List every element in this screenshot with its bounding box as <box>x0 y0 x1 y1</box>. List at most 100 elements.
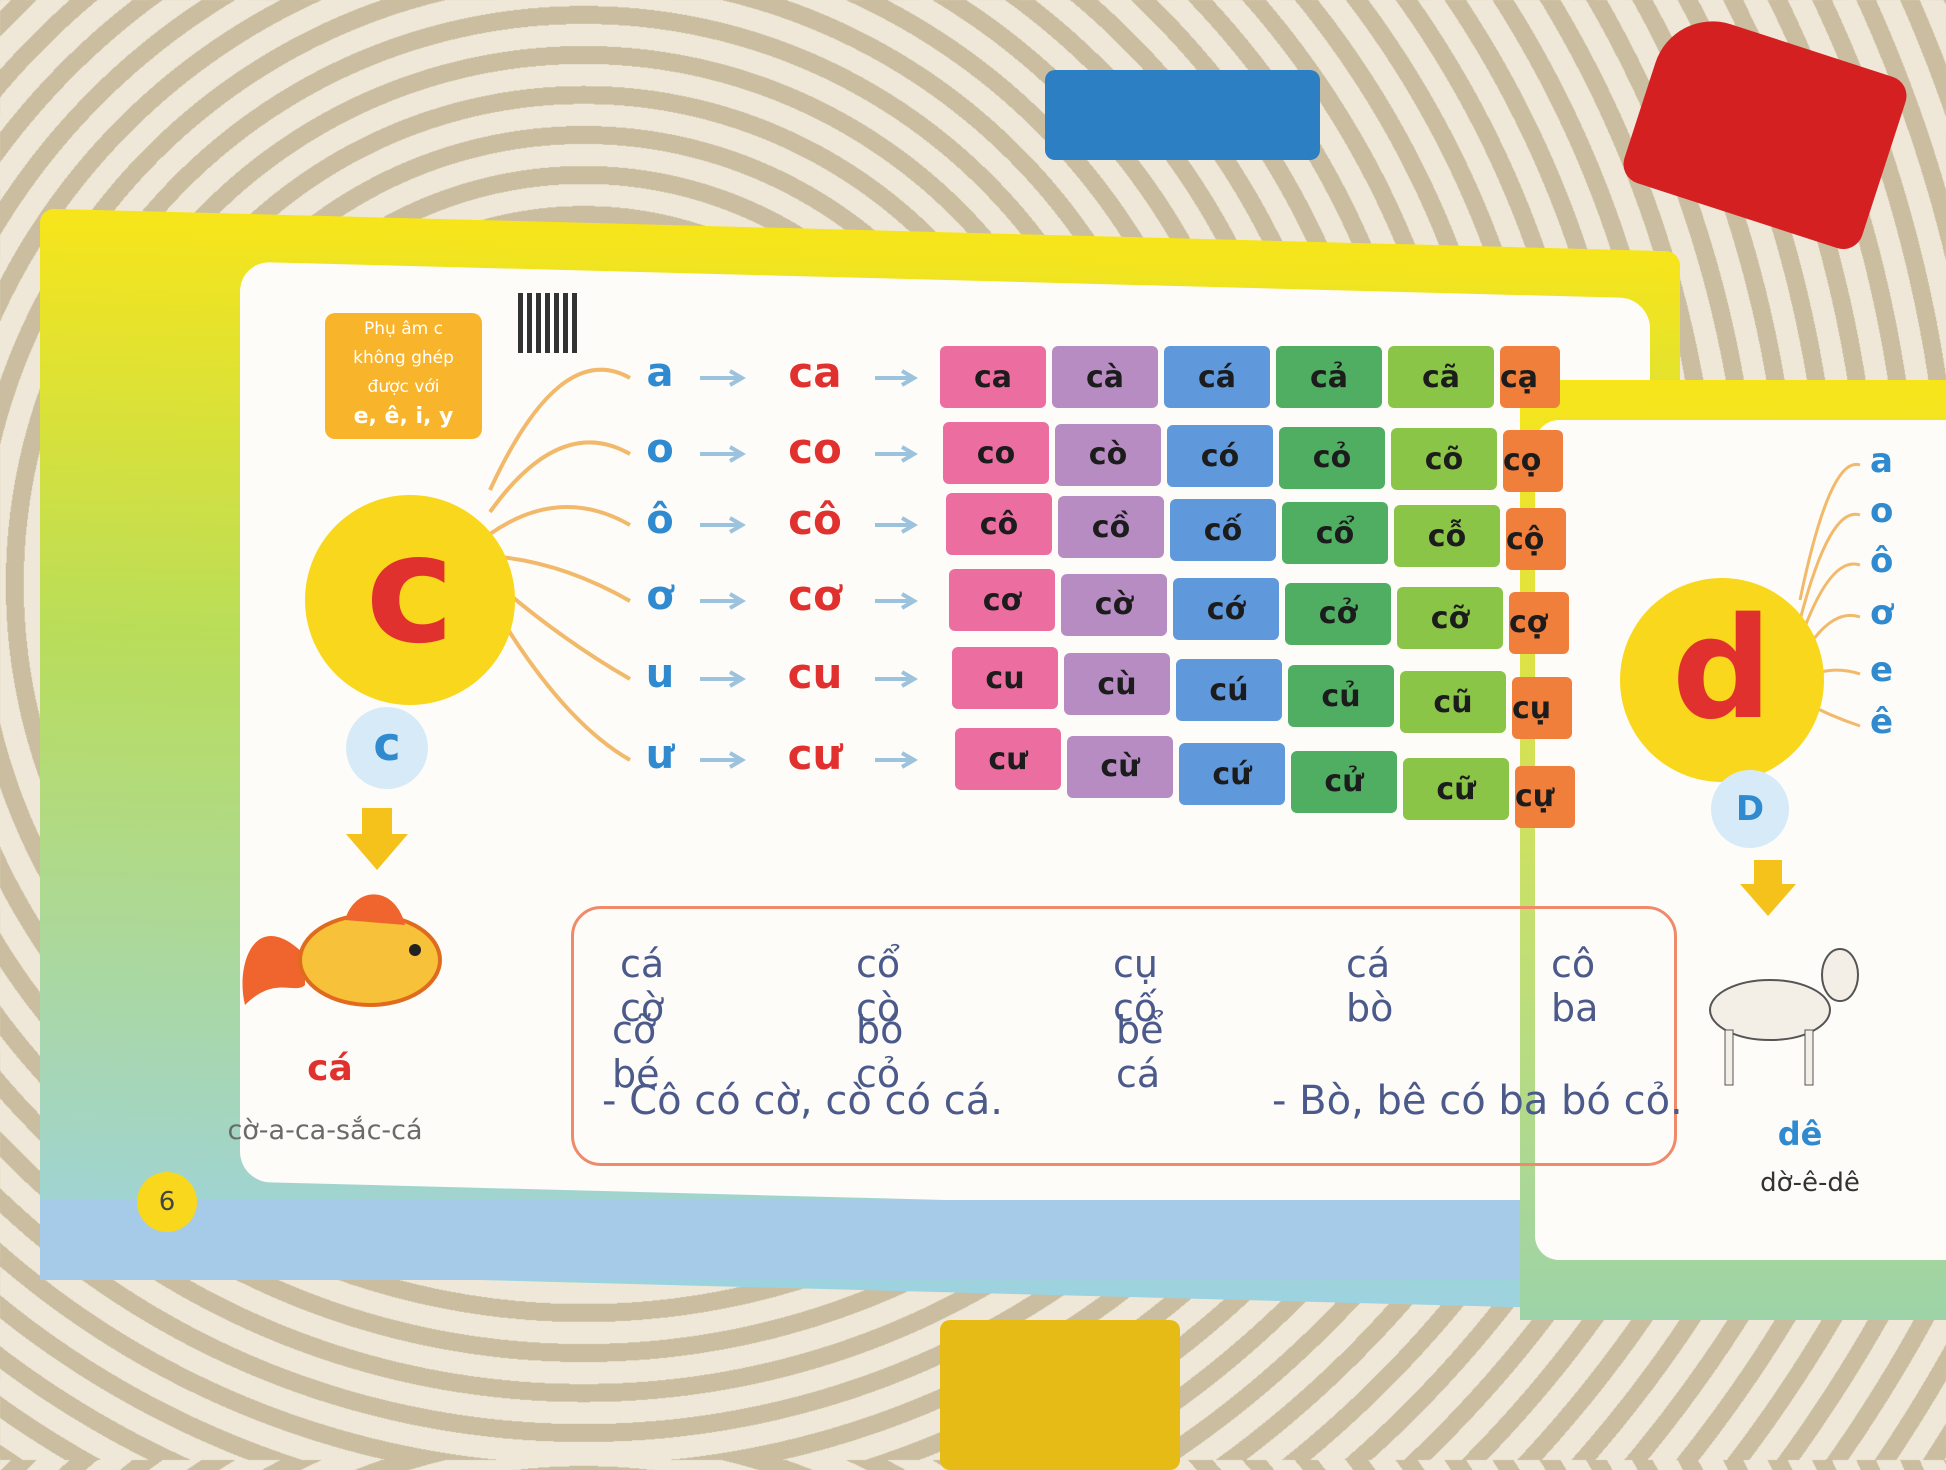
curve-arrow <box>488 440 631 514</box>
syllable-cell: cú <box>1176 659 1282 721</box>
small-letter: c <box>373 717 401 771</box>
syllable-cell: co <box>943 422 1049 484</box>
syllable-cell: cờ <box>1061 573 1167 636</box>
syllable-cell: cũ <box>1400 671 1506 733</box>
arrow <box>875 592 918 610</box>
fish-image <box>242 894 442 1007</box>
arrow <box>875 751 918 769</box>
curve-arrow <box>488 505 631 536</box>
syllable-cell: cô <box>946 493 1052 555</box>
practice-word: cỡ bé <box>612 1008 660 1096</box>
practice-sentence: - Cô có cờ, cò có cá. <box>602 1078 1003 1124</box>
syllable-cell: cồ <box>1058 496 1164 558</box>
big-letter-circle: c <box>305 495 515 705</box>
syllable-cell: cỡ <box>1397 587 1503 649</box>
syllable-cell: cỏ <box>1279 426 1385 489</box>
syllable-cell: cừ <box>1067 735 1173 798</box>
syllable-cell: cộ <box>1506 508 1566 570</box>
syllable-cell: cữ <box>1403 758 1509 820</box>
vowel-right: ê <box>1870 702 1894 742</box>
vowel-right: e <box>1870 650 1894 690</box>
syllable-cell: cỗ <box>1394 505 1500 567</box>
vowel-right: a <box>1870 441 1893 481</box>
syllable-cell: cò <box>1055 423 1161 486</box>
note-line: Phụ âm c <box>364 319 443 339</box>
small-letter-right: D <box>1735 789 1765 829</box>
arrow <box>700 369 746 387</box>
vowel: ư <box>645 732 675 778</box>
practice-word: cá cờ <box>620 942 665 1030</box>
big-letter-right: d <box>1671 588 1773 751</box>
practice-word: cá bò <box>1346 942 1394 1030</box>
syllable-cell: cu <box>952 647 1058 709</box>
arrow <box>700 592 746 610</box>
syllable-cell: cá <box>1164 346 1270 408</box>
arrow <box>875 445 918 463</box>
syllable-cell: cư <box>955 728 1061 790</box>
vowel: ô <box>646 497 674 543</box>
note-box: Phụ âm c không ghép được với e, ê, i, y <box>325 313 482 439</box>
big-letter-circle-right: d <box>1620 578 1824 782</box>
syllable-cell: cở <box>1285 582 1391 645</box>
syllable-cell: cử <box>1291 750 1397 813</box>
toy-blue <box>1045 70 1320 160</box>
practice-word: cụ cố <box>1113 942 1158 1030</box>
left-page-footer <box>40 1200 1680 1280</box>
syllable-cell: cà <box>1052 346 1158 408</box>
syllable-cell: cả <box>1276 346 1382 408</box>
vowel-right: ơ <box>1870 593 1894 633</box>
down-arrow <box>346 808 408 870</box>
syllable-cell: cạ <box>1500 346 1560 408</box>
syllable: cơ <box>788 571 842 620</box>
note-line: được với <box>367 377 440 397</box>
syllable-cell: có <box>1167 425 1273 487</box>
arrow <box>875 516 918 534</box>
syllable-cell: ca <box>940 346 1046 408</box>
arrow <box>700 516 746 534</box>
syllable: cư <box>787 730 843 779</box>
curve-arrow <box>1798 512 1861 621</box>
note-line: không ghép <box>353 348 454 368</box>
syllable-cell: cố <box>1170 499 1276 561</box>
vowel-right: ô <box>1870 541 1894 581</box>
syllable-cell: cơ <box>949 569 1055 631</box>
vowel: o <box>646 426 674 472</box>
curve-arrow <box>1798 462 1861 601</box>
down-arrow-right <box>1740 860 1796 916</box>
syllable-cell: cụ <box>1512 677 1572 739</box>
practice-word: cô ba <box>1551 942 1599 1030</box>
vowel: ơ <box>646 573 674 619</box>
spelling: cờ-a-ca-sắc-cá <box>227 1115 423 1146</box>
syllable-cell: cứ <box>1179 743 1285 805</box>
picture-word-right: dê <box>1777 1115 1823 1153</box>
small-letter-circle: c <box>346 707 428 789</box>
vowel: a <box>646 350 674 396</box>
toy-yellow <box>940 1320 1180 1470</box>
arrow <box>700 751 746 769</box>
vowel: u <box>645 651 675 697</box>
syllable-cell: cù <box>1064 653 1170 715</box>
syllable: ca <box>788 348 842 397</box>
note-line: e, ê, i, y <box>353 404 454 429</box>
practice-word: bó cỏ <box>856 1008 904 1096</box>
arrow <box>875 670 918 688</box>
syllable-cell: cã <box>1388 346 1494 408</box>
small-letter-circle-right: D <box>1711 770 1789 848</box>
goat-image <box>1709 948 1859 1086</box>
arrow <box>875 369 918 387</box>
arrow <box>700 445 746 463</box>
practice-sentence: - Bò, bê có ba bó cỏ. <box>1272 1078 1683 1124</box>
practice-word: bể cá <box>1116 1008 1164 1096</box>
qr-code <box>518 293 578 353</box>
syllable-cell: củ <box>1288 665 1394 727</box>
syllable-cell: cổ <box>1282 502 1388 564</box>
practice-word: cổ cò <box>856 942 901 1030</box>
big-letter: c <box>365 503 455 677</box>
spelling-right: dờ-ê-dê <box>1760 1168 1860 1198</box>
syllable: co <box>788 424 842 473</box>
syllable: cô <box>788 495 842 544</box>
words-box <box>571 906 1677 1166</box>
page-number: 6 <box>137 1172 197 1232</box>
syllable-cell: cợ <box>1509 591 1569 654</box>
